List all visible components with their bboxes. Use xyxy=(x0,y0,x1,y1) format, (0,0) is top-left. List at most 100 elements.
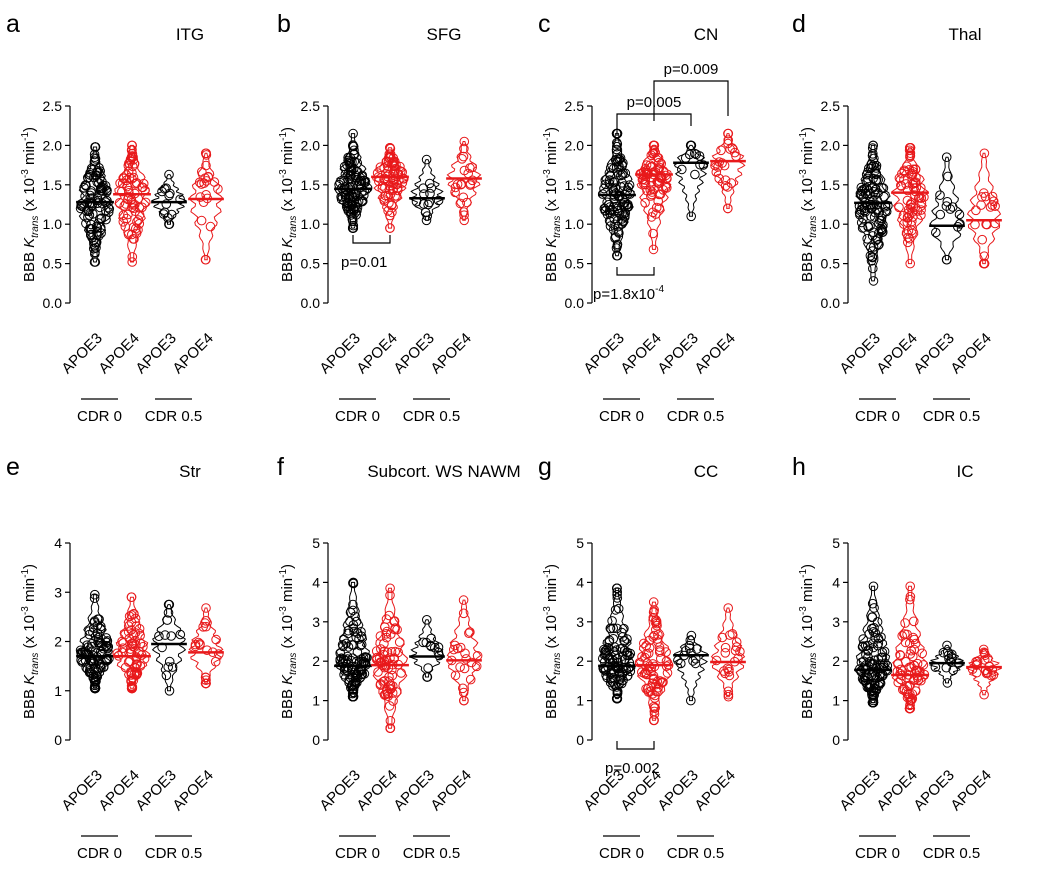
x-tick-label: APOE3 xyxy=(132,767,179,814)
data-point xyxy=(385,151,395,161)
data-point xyxy=(684,640,695,651)
group-label: CDR 0.5 xyxy=(145,845,203,862)
x-tick-label: APOE4 xyxy=(427,330,474,377)
y-tick-label: 5 xyxy=(832,535,840,551)
y-label-unit: (x 10 xyxy=(799,178,816,216)
y-axis-label: BBB Ktrans (x 10-3 min-1) xyxy=(798,127,819,282)
panel-title: Thal xyxy=(948,25,981,44)
x-tick-label: APOE3 xyxy=(836,767,883,814)
data-point xyxy=(450,640,460,651)
data-point xyxy=(127,252,138,262)
data-point xyxy=(348,691,358,702)
data-point xyxy=(684,149,695,160)
x-tick-label: APOE4 xyxy=(353,767,400,814)
data-point xyxy=(123,191,134,202)
y-label-prefix: BBB xyxy=(279,248,296,282)
data-point xyxy=(423,663,433,673)
data-point xyxy=(88,658,99,668)
data-point xyxy=(350,201,361,212)
data-point xyxy=(649,709,660,719)
data-point xyxy=(382,647,393,658)
data-point xyxy=(94,163,104,173)
data-point xyxy=(646,191,656,201)
data-point xyxy=(347,182,357,192)
data-point xyxy=(723,203,733,214)
y-label-unit: ) xyxy=(799,564,816,569)
data-point xyxy=(723,135,734,145)
data-point xyxy=(163,599,174,610)
data-point xyxy=(720,175,731,185)
data-point xyxy=(349,626,359,637)
data-point xyxy=(648,612,659,623)
panel-letter: g xyxy=(538,453,552,481)
data-point xyxy=(879,646,890,657)
x-tick-label: APOE3 xyxy=(390,330,437,377)
y-label-unit: ) xyxy=(543,564,560,569)
data-point xyxy=(943,171,953,182)
data-point xyxy=(616,678,627,689)
data-point xyxy=(651,209,661,219)
significance-bracket xyxy=(616,267,655,276)
panel-letter: d xyxy=(792,10,806,38)
data-point xyxy=(383,156,394,167)
panel-title: SFG xyxy=(427,25,462,44)
data-point xyxy=(905,591,916,602)
y-label-sub: trans xyxy=(30,216,41,238)
x-tick-label: APOE4 xyxy=(873,767,920,814)
data-point xyxy=(651,615,661,625)
data-point xyxy=(608,623,619,634)
data-point xyxy=(352,672,363,683)
data-point xyxy=(867,624,877,634)
y-tick-label: 3 xyxy=(832,614,840,630)
data-point xyxy=(711,655,722,666)
data-point xyxy=(348,149,359,160)
data-point xyxy=(465,163,475,173)
data-point xyxy=(197,167,207,177)
data-point xyxy=(424,178,435,189)
data-point xyxy=(620,168,631,179)
data-point xyxy=(900,637,911,648)
panel-letter: b xyxy=(277,10,291,38)
y-tick-label: 4 xyxy=(54,535,62,551)
data-point xyxy=(612,590,622,600)
y-tick-label: 1.5 xyxy=(43,177,63,193)
data-point xyxy=(375,631,386,641)
data-point xyxy=(462,197,472,208)
data-point xyxy=(980,650,990,661)
x-tick-label: APOE4 xyxy=(947,330,994,377)
data-point xyxy=(203,171,213,182)
data-point xyxy=(160,207,170,218)
data-point xyxy=(348,128,358,139)
data-point xyxy=(980,191,991,202)
data-point xyxy=(608,672,619,683)
y-axis-label: BBB Ktrans (x 10-3 min-1) xyxy=(798,564,819,719)
data-point xyxy=(86,186,96,196)
data-point xyxy=(129,234,139,244)
data-point xyxy=(869,690,880,700)
data-point xyxy=(612,250,623,261)
data-point xyxy=(175,194,185,205)
data-point xyxy=(379,196,390,206)
y-label-exp: -1 xyxy=(542,569,553,578)
data-point xyxy=(910,668,920,678)
data-point xyxy=(195,192,206,202)
data-point xyxy=(912,658,923,669)
data-point xyxy=(909,616,919,627)
data-point xyxy=(343,642,354,652)
data-point xyxy=(123,621,134,631)
y-label-exp: -1 xyxy=(278,132,289,141)
data-point xyxy=(935,209,946,220)
x-tick-label: APOE4 xyxy=(353,330,400,377)
data-point xyxy=(138,642,148,652)
data-point xyxy=(905,649,916,659)
data-point xyxy=(130,179,141,189)
data-point xyxy=(381,629,392,639)
data-point xyxy=(471,661,482,672)
y-label-sub: trans xyxy=(808,653,819,675)
y-label-unit: min xyxy=(799,578,816,606)
y-label-unit: ) xyxy=(279,564,296,569)
data-point xyxy=(96,213,107,223)
